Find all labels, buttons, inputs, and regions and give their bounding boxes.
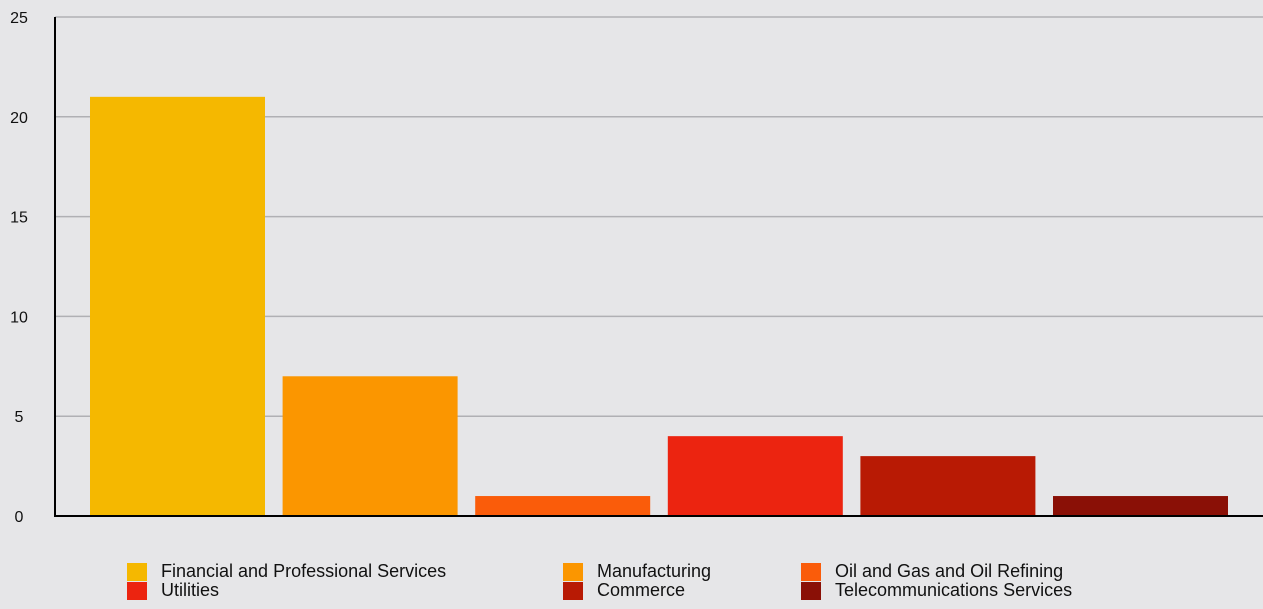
legend-item-oil-gas: Oil and Gas and Oil Refining — [801, 561, 1181, 581]
y-tick-label-10: 10 — [10, 309, 28, 326]
bar-2 — [475, 496, 651, 516]
legend-swatch-financial — [127, 562, 147, 581]
legend-swatch-utilities — [127, 581, 147, 600]
legend-item-utilities: Utilities — [127, 580, 563, 600]
bar-1 — [282, 376, 458, 516]
bar-4 — [860, 456, 1036, 516]
legend-item-telecom: Telecommunications Services — [801, 580, 1181, 600]
legend-label-commerce: Commerce — [597, 580, 686, 600]
y-tick-label-15: 15 — [10, 210, 28, 227]
legend-swatch-commerce — [563, 581, 583, 600]
legend-swatch-manufacturing — [563, 562, 583, 581]
legend-label-manufacturing: Manufacturing — [597, 561, 712, 581]
legend-label-telecom: Telecommunications Services — [835, 580, 1073, 600]
legend-label-financial: Financial and Professional Services — [161, 561, 447, 581]
legend-item-financial: Financial and Professional Services — [127, 561, 563, 581]
legend-swatch-oil-gas — [801, 562, 821, 581]
bar-3 — [667, 436, 843, 516]
bar-5 — [1053, 496, 1228, 516]
legend-item-manufacturing: Manufacturing — [563, 561, 801, 581]
legend-swatch-telecom — [801, 581, 821, 600]
y-tick-label-0: 0 — [15, 509, 24, 526]
bar-0 — [90, 96, 265, 516]
legend-label-utilities: Utilities — [161, 580, 220, 600]
y-tick-label-5: 5 — [15, 409, 24, 426]
legend: Financial and Professional Services Manu… — [127, 561, 1227, 600]
legend-label-oil-gas: Oil and Gas and Oil Refining — [835, 561, 1064, 581]
y-tick-label-25: 25 — [10, 10, 28, 27]
legend-item-commerce: Commerce — [563, 580, 801, 600]
y-tick-label-20: 20 — [10, 110, 28, 127]
